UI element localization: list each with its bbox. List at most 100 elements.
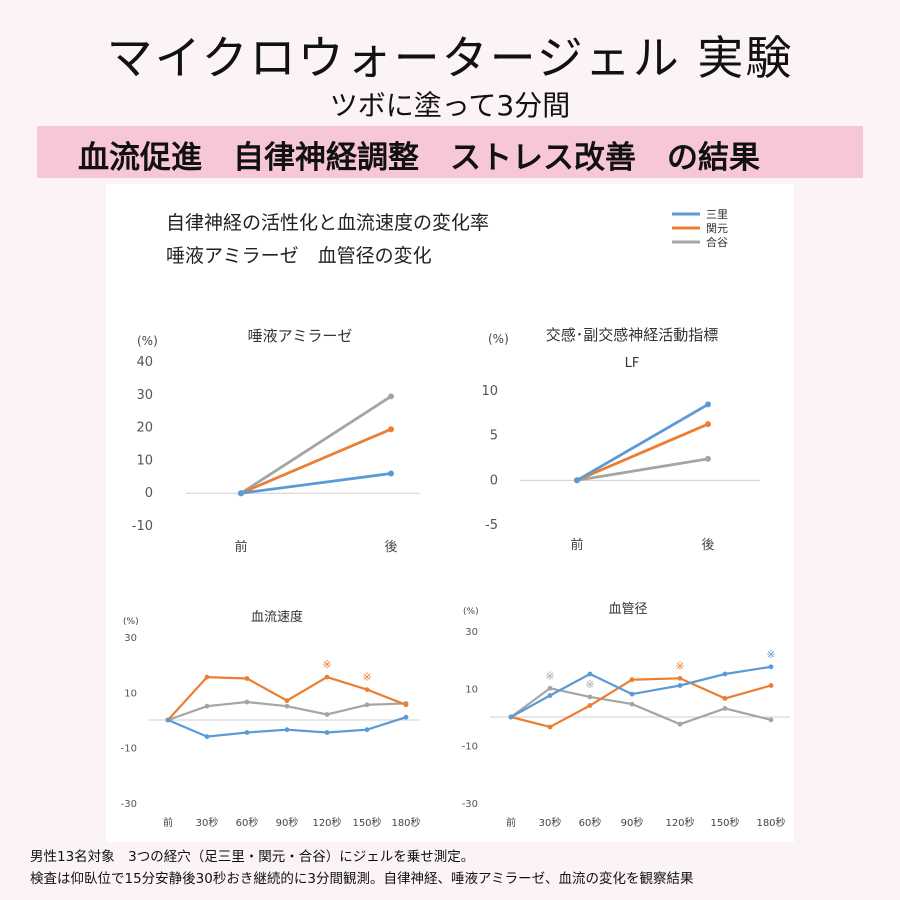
y-tick-label: 40	[136, 355, 153, 370]
chart-title: 血管径	[608, 602, 647, 617]
y-tick-label: 30	[465, 627, 478, 638]
chart-blood-flow: 血流速度 (%) 30 10 -10 -30 前 30秒 60秒 90秒 120秒 150秒 180秒 ※…	[121, 609, 421, 829]
x-tick-label: 120秒	[665, 816, 694, 829]
y-tick-label: 5	[490, 429, 498, 444]
data-point-三里	[677, 683, 683, 688]
data-point-関元	[244, 676, 250, 681]
data-point-三里	[244, 730, 250, 735]
x-tick-label: 前	[163, 816, 173, 829]
data-point-関元	[677, 675, 683, 681]
data-point-合谷	[547, 685, 553, 691]
significance-mark: ※	[675, 659, 684, 672]
x-tick-label: 60秒	[236, 816, 259, 829]
data-point-三里	[364, 727, 370, 733]
page-subtitle: ツボに塗って3分間	[329, 89, 571, 122]
data-point-三里	[587, 671, 593, 677]
data-point-関元	[324, 674, 330, 680]
significance-mark: ※	[766, 648, 775, 661]
data-point-関元	[204, 674, 210, 680]
series-line-三里	[576, 403, 709, 482]
y-axis-unit: (%)	[137, 334, 158, 348]
data-point-三里	[204, 734, 210, 739]
y-tick-label: 30	[136, 388, 153, 403]
data-point-三里	[324, 730, 330, 735]
data-point-三里	[547, 693, 553, 698]
data-point-関元	[722, 696, 728, 701]
data-point-三里	[165, 717, 171, 723]
data-point-関元	[629, 677, 635, 683]
panel-heading-line2: 唾液アミラーゼ 血管径の変化	[166, 245, 432, 267]
data-point-関元	[587, 703, 593, 708]
y-tick-label: 10	[136, 453, 153, 468]
data-point-関元	[364, 687, 370, 692]
series-line-関元	[240, 427, 392, 495]
data-point-合谷	[705, 455, 711, 462]
data-point-合谷	[284, 703, 290, 709]
significance-mark: ※	[362, 671, 371, 684]
data-point-三里	[768, 664, 774, 670]
chart-title: 交感･副交感神経活動指標	[546, 326, 719, 344]
footer-note: 男性13名対象 3つの経穴（足三里・関元・合谷）にジェルを乗せ測定。 検査は仰臥…	[30, 846, 890, 890]
data-point-三里	[705, 401, 711, 408]
data-point-三里	[238, 490, 244, 497]
chart-amylase: 唾液アミラーゼ (%) 40 30 20 10 0 -10 前 後	[132, 327, 420, 555]
data-point-三里	[722, 671, 728, 677]
significance-mark: ※	[322, 658, 331, 671]
y-axis-unit: (%)	[463, 607, 479, 617]
series-line-三里	[240, 472, 392, 495]
data-point-三里	[403, 714, 409, 720]
y-tick-label: -5	[485, 518, 498, 533]
y-tick-label: 10	[124, 688, 137, 699]
data-point-合谷	[722, 706, 728, 711]
x-tick-label: 90秒	[621, 816, 644, 829]
chart-title: 唾液アミラーゼ	[248, 327, 353, 345]
data-point-合谷	[629, 701, 635, 707]
y-tick-label: -10	[462, 742, 478, 753]
panel-heading-line1: 自律神経の活性化と血流速度の変化率	[166, 212, 489, 234]
data-point-三里	[388, 470, 394, 477]
chart-title: 血流速度	[251, 609, 303, 625]
significance-mark: ※	[585, 678, 594, 691]
x-tick-label: 150秒	[352, 816, 381, 829]
series-line-合谷	[576, 457, 709, 482]
data-point-合谷	[244, 699, 250, 705]
data-point-三里	[574, 477, 580, 484]
chart-lf-index: 交感･副交感神経活動指標 LF (%) 10 5 0 -5 前 後	[481, 326, 760, 553]
series-line-関元	[576, 422, 709, 482]
data-point-関元	[705, 421, 711, 428]
x-tick-label: 180秒	[756, 816, 785, 829]
y-tick-label: 10	[481, 384, 498, 399]
data-point-合谷	[587, 694, 593, 700]
y-tick-label: -10	[132, 519, 153, 534]
x-tick-label: 前	[506, 816, 516, 829]
y-axis-unit: (%)	[488, 332, 509, 346]
y-tick-label: 30	[124, 633, 137, 644]
y-tick-label: -10	[121, 744, 137, 755]
x-tick-label: 前	[570, 537, 583, 553]
data-point-関元	[547, 724, 553, 730]
x-tick-label: 後	[384, 540, 397, 555]
y-tick-label: -30	[462, 799, 478, 810]
data-point-関元	[284, 698, 290, 703]
results-band	[37, 126, 863, 178]
data-point-三里	[508, 714, 514, 720]
data-point-三里	[629, 691, 635, 697]
legend-label-1: 関元	[706, 222, 728, 235]
x-tick-label: 120秒	[312, 816, 341, 829]
x-tick-label: 90秒	[276, 816, 299, 829]
series-line-合谷	[240, 395, 392, 495]
data-point-合谷	[768, 717, 774, 723]
data-point-関元	[768, 683, 774, 688]
x-tick-label: 30秒	[539, 816, 562, 829]
x-tick-label: 前	[234, 539, 247, 555]
footer-line-1: 男性13名対象 3つの経穴（足三里・関元・合谷）にジェルを乗せ測定。	[30, 849, 475, 865]
y-tick-label: 0	[145, 486, 153, 501]
y-tick-label: 0	[490, 473, 498, 488]
legend-label-0: 三里	[706, 208, 728, 221]
legend-label-2: 合谷	[706, 235, 728, 249]
data-point-合谷	[204, 703, 210, 709]
y-tick-label: -30	[121, 799, 137, 810]
data-point-合谷	[677, 721, 683, 727]
x-tick-label: 180秒	[391, 816, 420, 829]
